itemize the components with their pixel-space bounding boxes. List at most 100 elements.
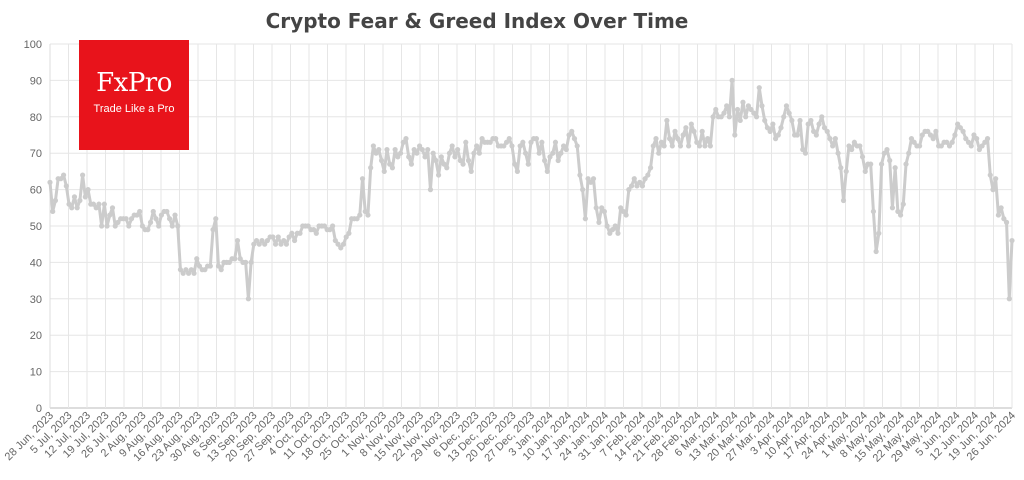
data-point [827,136,833,142]
data-point [770,121,776,127]
data-point [618,205,624,211]
data-point [952,132,958,138]
data-point [289,230,295,236]
data-point [128,216,135,222]
data-point [794,132,800,138]
data-point [389,165,396,171]
data-point [963,136,969,142]
y-tick-label: 60 [30,185,42,197]
data-point [830,143,836,149]
data-point [664,117,670,124]
data-point [286,234,292,240]
data-point [840,197,847,204]
data-point [234,237,241,244]
data-point [541,157,548,164]
data-point [965,139,972,145]
y-tick-label: 90 [30,75,42,87]
data-point [378,157,385,164]
data-point [718,114,724,120]
data-point [52,197,59,204]
data-point [104,223,110,229]
data-point [582,216,588,222]
data-point [357,212,363,218]
data-point [699,128,705,134]
data-point [811,128,817,134]
data-point [832,136,838,142]
data-point [476,150,482,156]
data-point [979,143,985,149]
data-point [291,237,298,244]
data-point [183,267,189,273]
data-point [878,161,885,167]
data-point [702,143,708,149]
data-point [753,114,760,120]
data-point [561,143,567,149]
data-point [63,183,69,189]
data-point [1006,296,1012,302]
chart-grid [49,43,1013,409]
data-point [528,139,534,145]
data-point [452,154,458,160]
data-point [607,230,613,236]
y-tick-label: 0 [36,403,42,415]
data-point [808,117,814,124]
data-point [109,205,116,211]
data-point [892,165,898,171]
data-point [743,114,749,120]
y-tick-label: 80 [30,112,42,124]
data-point [590,176,597,182]
data-point [925,128,931,134]
data-point [74,205,80,211]
data-point [321,223,328,229]
data-point [436,172,442,178]
data-point [683,125,689,131]
data-point [403,136,409,142]
data-point [419,146,425,153]
data-point [449,143,455,149]
data-point [930,136,936,142]
data-point [778,125,784,131]
data-point [166,216,173,222]
y-tick-label: 10 [30,367,42,379]
data-point [566,132,572,138]
data-point [609,227,616,233]
data-point [311,227,317,233]
data-point [278,241,284,247]
data-point [408,161,415,167]
data-point [362,208,368,215]
data-point [759,103,765,109]
data-point [522,150,529,156]
data-point [843,168,849,174]
data-point [137,208,143,215]
data-point [756,85,762,91]
data-point [468,168,474,174]
data-point [781,114,787,120]
data-point [889,205,896,211]
data-point [601,208,607,215]
data-point [859,154,866,160]
data-point [550,150,556,156]
data-point [313,230,319,236]
data-point [338,245,344,251]
data-point [99,223,105,229]
data-point [677,143,684,149]
data-point [158,212,165,218]
data-point [123,216,129,222]
data-point [734,106,741,113]
data-point [202,267,208,273]
data-point [868,161,874,167]
data-point [126,223,132,229]
data-point [1009,237,1015,244]
data-point [395,154,401,160]
data-point [275,234,281,240]
data-point [960,128,966,134]
data-point [422,154,428,160]
data-point [593,205,599,211]
fxpro-logo: FxPro Trade Like a Pro [79,40,189,150]
data-point [256,241,262,247]
data-point [661,143,667,149]
chart-title: Crypto Fear & Greed Index Over Time [266,9,689,33]
data-point [207,263,213,269]
data-point [726,114,732,120]
